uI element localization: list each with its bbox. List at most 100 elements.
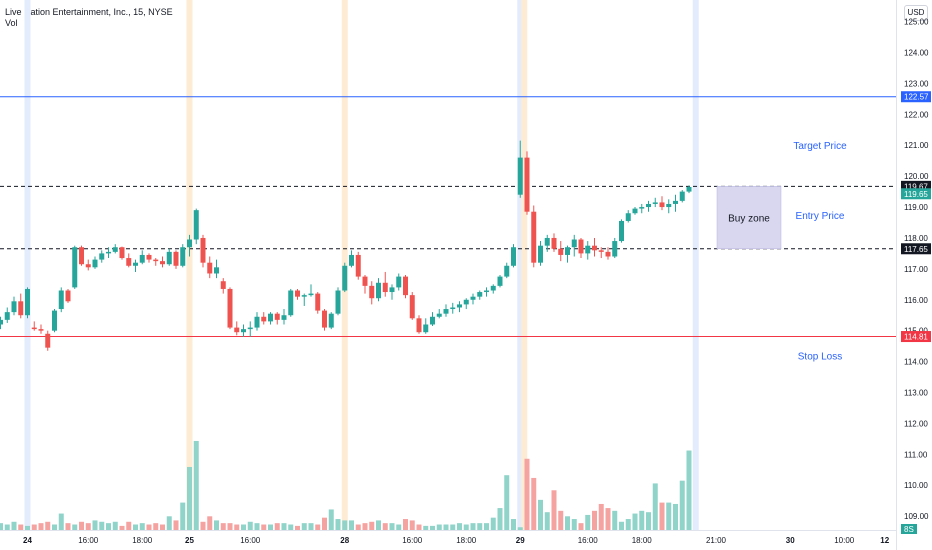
candle-body bbox=[261, 316, 267, 322]
price-tick-label: 109.00 bbox=[904, 512, 929, 521]
candle-body bbox=[679, 191, 685, 201]
candle-body bbox=[133, 262, 138, 266]
candle-body bbox=[315, 293, 321, 311]
candle-body bbox=[409, 295, 415, 319]
candle-body bbox=[4, 312, 10, 320]
stop-loss-price-label-bg bbox=[901, 331, 931, 343]
volume-bar bbox=[409, 520, 415, 530]
time-tick-label: 18:00 bbox=[132, 536, 153, 545]
candle-body bbox=[504, 265, 510, 277]
volume-bar bbox=[605, 508, 611, 530]
candle-body bbox=[544, 237, 550, 246]
price-tick-label: 120.00 bbox=[904, 172, 929, 181]
candle-body bbox=[470, 296, 476, 300]
candle-body bbox=[558, 248, 564, 255]
candle-body bbox=[274, 313, 280, 320]
price-tick-label: 125.00 bbox=[904, 18, 929, 27]
annotation-label: Entry Price bbox=[796, 211, 845, 222]
candle-body bbox=[106, 251, 111, 254]
volume-bar bbox=[625, 519, 631, 530]
volume-bar bbox=[315, 524, 321, 530]
candle-body bbox=[585, 245, 591, 254]
volume-bar bbox=[679, 480, 685, 530]
candle-body bbox=[463, 299, 469, 305]
candle-body bbox=[396, 276, 402, 288]
candle-body bbox=[659, 202, 665, 208]
candle-body bbox=[369, 285, 375, 299]
price-tick-label: 124.00 bbox=[904, 49, 929, 58]
candle-body bbox=[477, 292, 483, 297]
entry-low-label-bg bbox=[901, 243, 931, 255]
candle-body bbox=[551, 237, 557, 249]
volume-bar bbox=[92, 520, 98, 530]
candle-body bbox=[612, 241, 618, 257]
volume-bar bbox=[281, 523, 287, 530]
candle-body bbox=[619, 220, 624, 242]
volume-bar bbox=[457, 523, 462, 530]
candle-body bbox=[450, 307, 456, 310]
candle-body bbox=[578, 239, 584, 254]
volume-bar bbox=[65, 523, 71, 530]
time-tick-label: 29 bbox=[516, 536, 525, 545]
candle-body bbox=[268, 313, 273, 322]
price-tick-label: 123.00 bbox=[904, 79, 929, 88]
volume-bar bbox=[382, 523, 388, 530]
candle-body bbox=[625, 213, 631, 221]
volume-bar bbox=[349, 520, 354, 530]
volume-bar bbox=[38, 523, 44, 530]
candle-body bbox=[153, 259, 159, 262]
volume-bar bbox=[517, 527, 523, 530]
candle-body bbox=[598, 250, 604, 252]
candle-body bbox=[632, 208, 638, 214]
volume-bar bbox=[551, 490, 557, 530]
price-tick-label: 121.00 bbox=[904, 141, 929, 150]
volume-bar bbox=[524, 458, 530, 530]
candle-body bbox=[362, 276, 368, 286]
volume-bar bbox=[207, 516, 213, 530]
volume-bar bbox=[612, 510, 618, 530]
price-tick-label: 116.00 bbox=[904, 296, 928, 305]
time-tick-label: 18:00 bbox=[456, 536, 477, 545]
candle-body bbox=[592, 245, 597, 251]
volume-bar bbox=[423, 525, 429, 530]
candle-body bbox=[430, 316, 435, 325]
volume-bar bbox=[477, 523, 483, 530]
buy-zone-label: Buy zone bbox=[728, 214, 770, 225]
candle-body bbox=[443, 309, 449, 314]
session-highlight bbox=[692, 0, 699, 530]
volume-bar bbox=[227, 523, 233, 530]
price-tick-label: 112.00 bbox=[904, 419, 928, 428]
volume-bar bbox=[369, 521, 375, 530]
volume-bar bbox=[254, 523, 260, 530]
candle-body bbox=[673, 200, 678, 204]
session-highlight bbox=[521, 0, 528, 530]
volume-bar bbox=[389, 523, 395, 530]
volume-bar bbox=[463, 524, 469, 530]
time-tick-label: 16:00 bbox=[240, 536, 261, 545]
candle-body bbox=[11, 301, 17, 313]
volume-bar bbox=[376, 520, 381, 530]
volume-bar bbox=[58, 513, 64, 530]
volume-bar bbox=[652, 483, 658, 530]
volume-bar bbox=[295, 525, 300, 530]
volume-bar bbox=[619, 521, 624, 530]
volume-bar bbox=[214, 520, 219, 530]
volume-bar bbox=[416, 524, 422, 530]
volume-bar bbox=[193, 440, 199, 530]
time-tick-label: 28 bbox=[340, 536, 349, 545]
currency-button[interactable]: USD bbox=[904, 5, 928, 21]
target-price-label: 122.57 bbox=[904, 93, 929, 102]
candle-body bbox=[517, 157, 523, 195]
candle-body bbox=[295, 290, 300, 297]
volume-bar bbox=[531, 477, 537, 530]
volume-last-label-bg bbox=[901, 524, 917, 534]
volume-bar bbox=[639, 510, 645, 530]
candle-body bbox=[227, 288, 233, 328]
volume-bar bbox=[274, 523, 280, 530]
candle-body bbox=[538, 245, 543, 263]
time-tick-label: 21:00 bbox=[706, 536, 727, 545]
candle-body bbox=[666, 203, 672, 208]
candle-body bbox=[355, 254, 361, 277]
candle-body bbox=[58, 290, 64, 310]
